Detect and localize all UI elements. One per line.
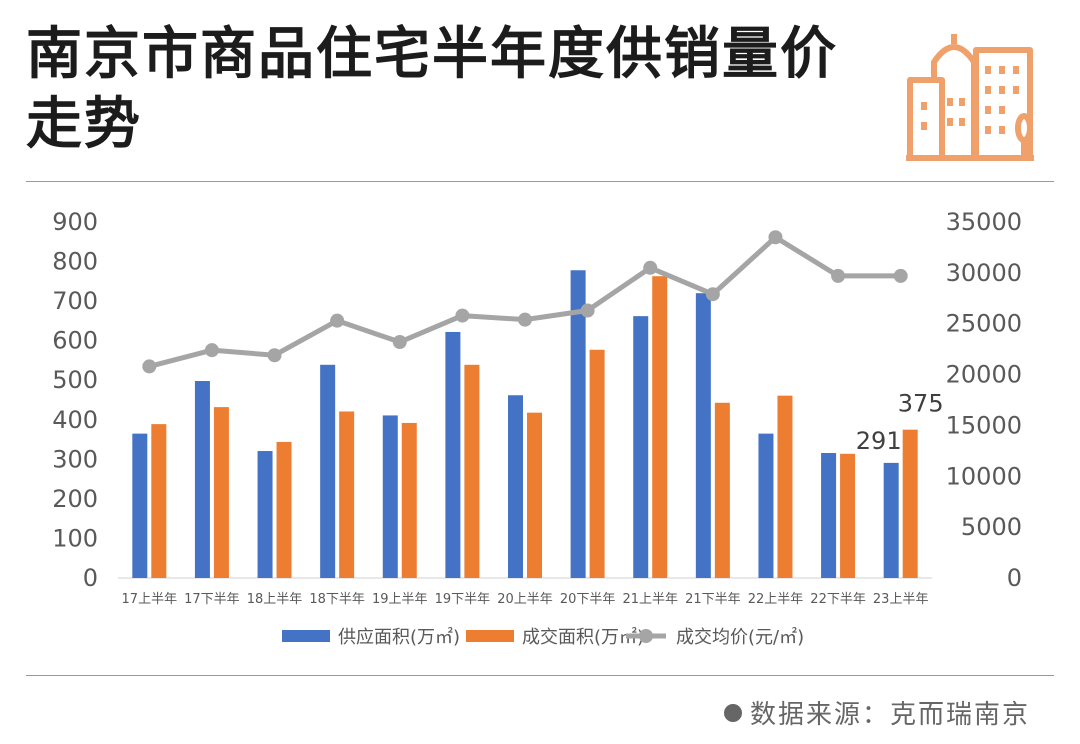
deal-bar [213,407,229,578]
legend-deal-swatch [466,630,514,642]
supply-bar [570,270,586,578]
deal-bar [714,402,730,578]
right-axis-tick-label: 30000 [946,259,1022,287]
x-axis-tick-label: 18下半年 [309,592,365,607]
price-point [518,312,532,327]
right-axis-tick-label: 35000 [946,208,1022,236]
x-axis-tick-label: 19下半年 [435,592,491,607]
city-buildings-icon [906,34,1034,161]
right-axis-tick-label: 25000 [946,310,1022,338]
supply-bar [695,293,711,578]
left-axis-tick-label: 300 [52,445,98,473]
deal-bar [652,276,668,578]
x-axis-tick-label: 17下半年 [184,592,240,607]
left-axis-tick-label: 800 [52,248,98,276]
right-axis-tick-label: 10000 [946,462,1022,490]
deal-bar [589,349,605,578]
price-point [204,343,219,358]
supply-bar [821,453,837,578]
data-source: 数据来源：克而瑞南京 [723,694,1030,731]
deal-bar [840,453,856,578]
legend-supply-swatch [282,630,330,642]
supply-bar [445,331,461,578]
deal-bar [151,424,167,578]
bar-data-label: 375 [898,390,944,418]
left-axis-tick-label: 900 [52,208,98,236]
price-point [330,313,345,328]
supply-bar [883,462,899,578]
supply-bar [194,381,210,578]
deal-bar [339,411,355,578]
x-axis-tick-label: 22上半年 [748,592,804,607]
price-point [831,268,846,283]
bar-data-label: 291 [856,427,902,455]
footer-divider [26,675,1054,676]
x-axis-tick-label: 21下半年 [685,592,741,607]
supply-bar [382,415,398,578]
data-source-text: 数据来源：克而瑞南京 [749,700,1030,730]
x-axis-tick-label: 17上半年 [122,592,178,607]
supply-bar [758,433,774,578]
deal-bar [777,395,793,578]
supply-bar [132,433,148,578]
deal-bar [401,422,417,578]
left-axis-tick-label: 0 [83,564,98,592]
x-axis-tick-label: 20上半年 [497,592,553,607]
header-divider [26,181,1054,182]
legend-supply-label: 供应面积(万㎡) [338,626,460,648]
price-point [267,348,282,363]
deal-bar [527,412,542,578]
price-point [768,230,783,245]
right-axis-tick-label: 5000 [961,513,1022,541]
price-point [392,335,407,350]
supply-demand-price-chart: 0 100 200 300 400 500 600 700 800 900 0 5000 10000 15… [52,208,1022,648]
bullet-dot-icon [723,704,742,722]
price-point [455,308,470,323]
price-point [893,268,908,283]
price-line [148,234,901,369]
x-axis-tick-label: 21上半年 [622,592,678,607]
x-axis-tick-label: 18上半年 [247,592,303,607]
legend-deal-label: 成交面积(万㎡) [522,626,644,648]
left-axis-tick-label: 100 [52,524,98,552]
legend-price-swatch-dot [639,629,653,643]
right-axis-tick-label: 0 [1007,564,1022,592]
page-title: 南京市商品住宅半年度供销量价走势 [26,22,838,157]
price-point [580,303,595,318]
price-point [643,260,658,275]
price-point [142,359,157,374]
legend-price-label: 成交均价(元/㎡) [676,626,804,648]
x-axis-tick-label: 20下半年 [560,592,616,607]
deal-bar [464,364,480,578]
price-point [705,287,720,302]
supply-bar [320,364,336,578]
left-axis-tick-label: 500 [52,366,98,394]
x-axis-tick-label: 23上半年 [873,592,929,607]
x-axis-tick-label: 19上半年 [372,592,428,607]
supply-bar [633,316,649,578]
left-axis-tick-label: 600 [52,327,98,355]
deal-bar [276,441,292,578]
right-axis-tick-label: 15000 [946,411,1022,439]
left-axis-tick-label: 200 [52,485,98,513]
x-axis-tick-label: 22下半年 [810,592,866,607]
supply-bar [257,451,273,578]
left-axis-tick-label: 700 [52,287,98,315]
right-axis-tick-label: 20000 [946,361,1022,389]
left-axis-tick-label: 400 [52,406,98,434]
supply-bar [508,395,523,578]
deal-bar [902,429,918,578]
